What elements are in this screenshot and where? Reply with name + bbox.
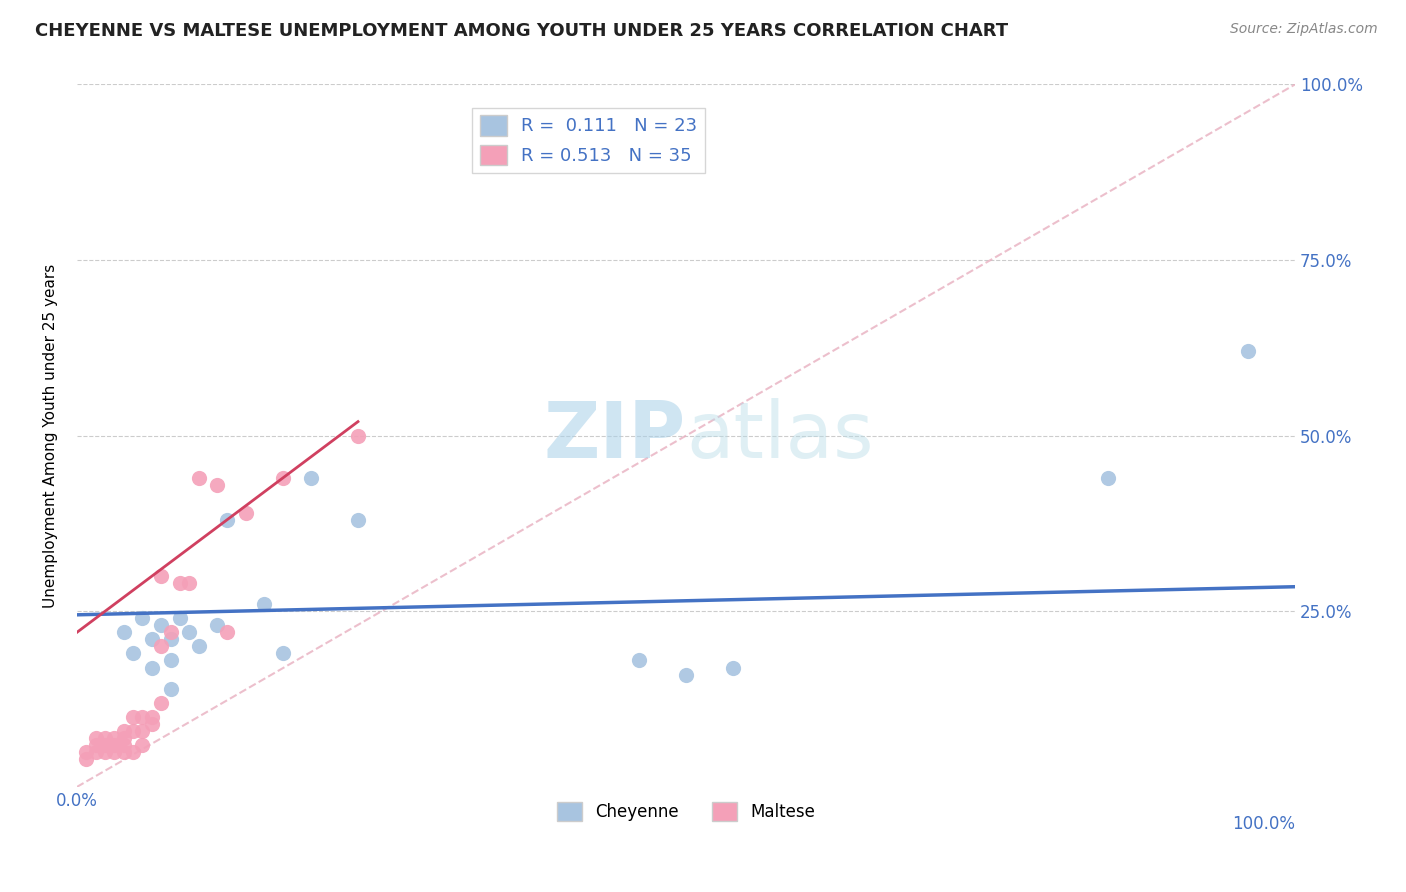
Point bbox=[179, 625, 201, 640]
Point bbox=[122, 709, 145, 723]
Point bbox=[75, 745, 97, 759]
Point bbox=[131, 611, 153, 625]
Text: ZIP: ZIP bbox=[544, 398, 686, 474]
Point bbox=[721, 660, 744, 674]
Point bbox=[235, 506, 257, 520]
Point bbox=[94, 738, 117, 752]
Point bbox=[94, 745, 117, 759]
Point bbox=[112, 745, 135, 759]
Point bbox=[159, 653, 181, 667]
Point bbox=[271, 471, 294, 485]
Point bbox=[675, 667, 697, 681]
Point bbox=[187, 471, 209, 485]
Text: atlas: atlas bbox=[686, 398, 873, 474]
Point bbox=[179, 576, 201, 591]
Point bbox=[122, 723, 145, 738]
Point bbox=[131, 723, 153, 738]
Point bbox=[150, 569, 173, 583]
Text: 100.0%: 100.0% bbox=[1232, 815, 1295, 833]
Point bbox=[141, 660, 163, 674]
Point bbox=[215, 625, 238, 640]
Point bbox=[141, 709, 163, 723]
Point bbox=[84, 745, 107, 759]
Point bbox=[271, 647, 294, 661]
Point bbox=[150, 640, 173, 654]
Point bbox=[169, 576, 191, 591]
Point bbox=[103, 731, 125, 745]
Point bbox=[347, 513, 370, 527]
Point bbox=[150, 696, 173, 710]
Point bbox=[84, 731, 107, 745]
Point bbox=[122, 745, 145, 759]
Point bbox=[112, 731, 135, 745]
Point bbox=[131, 709, 153, 723]
Point bbox=[150, 618, 173, 632]
Point bbox=[75, 752, 97, 766]
Point bbox=[187, 640, 209, 654]
Point bbox=[94, 731, 117, 745]
Point bbox=[112, 723, 135, 738]
Point bbox=[159, 681, 181, 696]
Y-axis label: Unemployment Among Youth under 25 years: Unemployment Among Youth under 25 years bbox=[44, 263, 58, 607]
Point bbox=[131, 738, 153, 752]
Text: CHEYENNE VS MALTESE UNEMPLOYMENT AMONG YOUTH UNDER 25 YEARS CORRELATION CHART: CHEYENNE VS MALTESE UNEMPLOYMENT AMONG Y… bbox=[35, 22, 1008, 40]
Point bbox=[628, 653, 651, 667]
Point bbox=[207, 478, 229, 492]
Point bbox=[169, 611, 191, 625]
Point bbox=[122, 647, 145, 661]
Point bbox=[253, 597, 276, 611]
Point bbox=[159, 632, 181, 647]
Point bbox=[84, 738, 107, 752]
Point bbox=[1237, 344, 1260, 359]
Point bbox=[103, 738, 125, 752]
Point bbox=[1097, 471, 1119, 485]
Legend: Cheyenne, Maltese: Cheyenne, Maltese bbox=[550, 795, 823, 828]
Point bbox=[141, 632, 163, 647]
Point bbox=[112, 625, 135, 640]
Point bbox=[112, 738, 135, 752]
Point bbox=[215, 513, 238, 527]
Point bbox=[141, 716, 163, 731]
Point bbox=[103, 745, 125, 759]
Point bbox=[207, 618, 229, 632]
Point bbox=[347, 428, 370, 442]
Point bbox=[299, 471, 322, 485]
Point bbox=[159, 625, 181, 640]
Text: Source: ZipAtlas.com: Source: ZipAtlas.com bbox=[1230, 22, 1378, 37]
